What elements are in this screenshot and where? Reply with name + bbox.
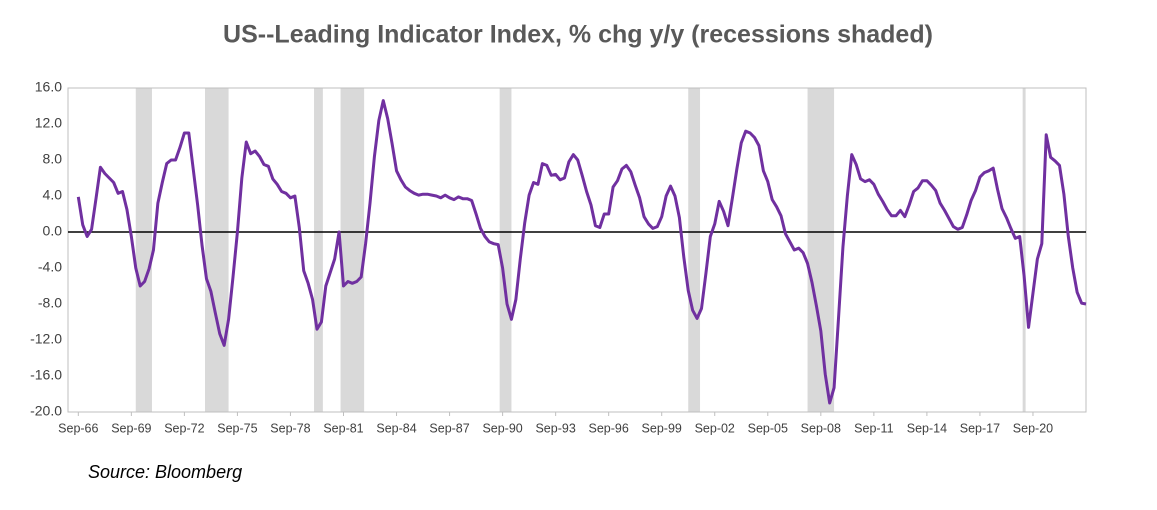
- x-tick-label: Sep-17: [960, 421, 1000, 435]
- x-tick-label: Sep-75: [217, 421, 257, 435]
- x-tick-label: Sep-90: [482, 421, 522, 435]
- x-tick-label: Sep-87: [429, 421, 469, 435]
- y-tick-label: 4.0: [43, 187, 63, 203]
- x-tick-label: Sep-08: [801, 421, 841, 435]
- recession-band: [340, 88, 365, 412]
- x-tick-label: Sep-81: [323, 421, 363, 435]
- x-tick-label: Sep-02: [695, 421, 735, 435]
- y-tick-label: -12.0: [30, 331, 62, 347]
- x-tick-label: Sep-72: [164, 421, 204, 435]
- x-tick-label: Sep-78: [270, 421, 310, 435]
- data-line: [76, 99, 1087, 405]
- y-tick-label: -16.0: [30, 367, 62, 383]
- x-tick-label: Sep-84: [376, 421, 416, 435]
- y-tick-label: -8.0: [38, 295, 62, 311]
- source-note: Source: Bloomberg: [88, 462, 242, 482]
- x-tick-label: Sep-66: [58, 421, 98, 435]
- y-tick-label: 16.0: [35, 79, 62, 95]
- recession-band: [499, 88, 512, 412]
- y-tick-label: -20.0: [30, 403, 62, 419]
- plot-border: [67, 87, 1087, 413]
- recession-band: [135, 88, 152, 412]
- x-tick-label: Sep-11: [854, 421, 893, 435]
- x-tick-label: Sep-14: [907, 421, 947, 435]
- x-tick-label: Sep-69: [111, 421, 151, 435]
- x-tick-label: Sep-96: [589, 421, 629, 435]
- recession-band: [205, 88, 229, 412]
- recession-band: [807, 88, 835, 412]
- y-tick-label: -4.0: [38, 259, 62, 275]
- x-tick-label: Sep-99: [642, 421, 682, 435]
- recession-band: [688, 88, 701, 412]
- y-tick-label: 8.0: [43, 151, 63, 167]
- x-tick-label: Sep-93: [535, 421, 575, 435]
- recession-band: [1022, 88, 1026, 412]
- chart-title: US--Leading Indicator Index, % chg y/y (…: [223, 21, 933, 49]
- y-tick-label: 12.0: [35, 115, 62, 131]
- recession-band: [314, 88, 323, 412]
- y-tick-label: 0.0: [43, 223, 63, 239]
- x-tick-label: Sep-20: [1013, 421, 1053, 435]
- x-tick-label: Sep-05: [748, 421, 788, 435]
